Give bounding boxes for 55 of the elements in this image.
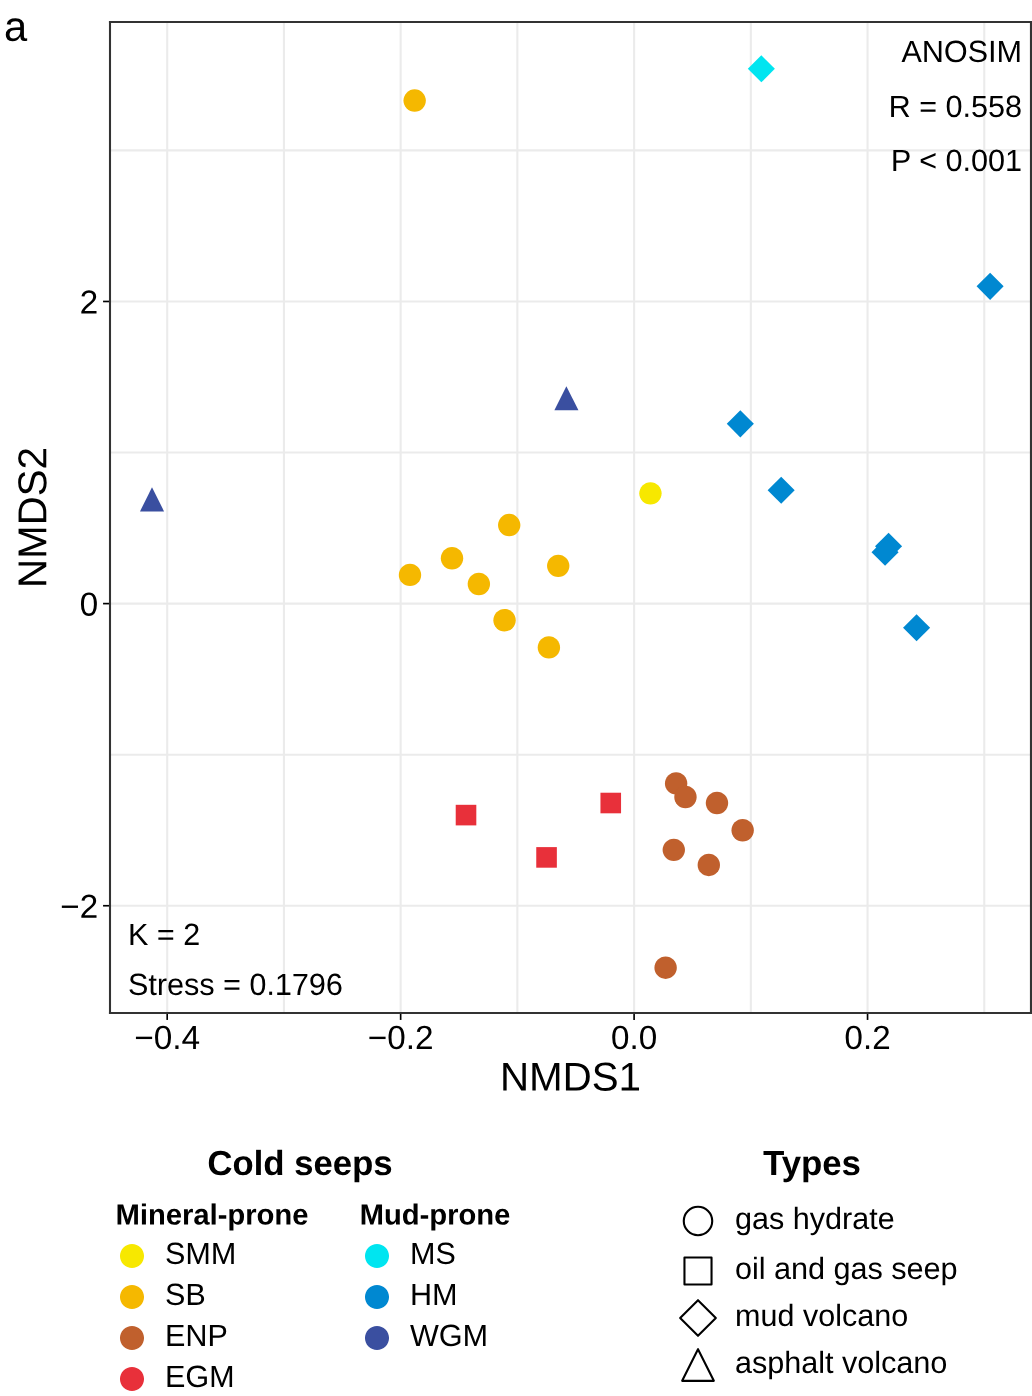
point (976, 272, 1004, 300)
y-axis-title: NMDS2 (18, 449, 47, 585)
text: a (5, 18, 28, 42)
y-tick-label: 2 (81, 290, 97, 314)
point (726, 410, 754, 438)
point (455, 804, 477, 826)
text: gas hydrate (736, 1206, 894, 1236)
annotation: ANOSIM (901, 40, 1020, 63)
y-tick-label: −2 (61, 894, 97, 918)
point (498, 513, 521, 537)
annotation: Stress = 0.1796 (129, 973, 342, 996)
text: asphalt volcano (736, 1350, 947, 1380)
legend-label: EGM (167, 1365, 233, 1388)
point (903, 614, 931, 642)
point (537, 636, 561, 659)
point (705, 791, 729, 815)
point (697, 853, 720, 877)
legend-label: HM (412, 1283, 456, 1305)
text: Mud-prone (361, 1203, 510, 1231)
point (747, 55, 775, 83)
point (600, 792, 622, 814)
x-tick-label: 0.0 (612, 1025, 656, 1050)
x-tick-label: −0.4 (135, 1025, 200, 1050)
text: Types (763, 1151, 860, 1183)
point (493, 609, 516, 632)
point (139, 487, 165, 512)
point (398, 563, 422, 587)
point (662, 838, 685, 862)
text: mud volcano (737, 1303, 907, 1327)
point (467, 572, 491, 596)
x-axis-title: NMDS1 (503, 1062, 640, 1092)
point (654, 956, 677, 979)
legend-label: MS (412, 1242, 455, 1265)
text: oil and gas seep (736, 1256, 957, 1286)
point (639, 482, 662, 505)
text: Mineral-prone (117, 1203, 308, 1231)
point (674, 785, 697, 809)
point (547, 554, 570, 578)
point (440, 547, 464, 570)
legend-title: Cold seeps (208, 1149, 392, 1183)
point (767, 476, 795, 504)
legend-label: ENP (167, 1324, 227, 1346)
point (731, 819, 754, 842)
point (536, 847, 557, 868)
legend-label: WGM (410, 1324, 486, 1347)
point (554, 386, 579, 411)
point (403, 89, 426, 112)
legend-label: SB (166, 1283, 205, 1306)
annotation: K = 2 (130, 923, 199, 945)
annotation: R = 0.558 (891, 95, 1021, 118)
legend-label: SMM (166, 1242, 234, 1265)
annotation: P < 0.001 (893, 149, 1021, 172)
x-tick-label: 0.2 (845, 1025, 890, 1050)
x-tick-label: −0.2 (369, 1025, 432, 1050)
y-tick-label: 0 (80, 592, 97, 617)
